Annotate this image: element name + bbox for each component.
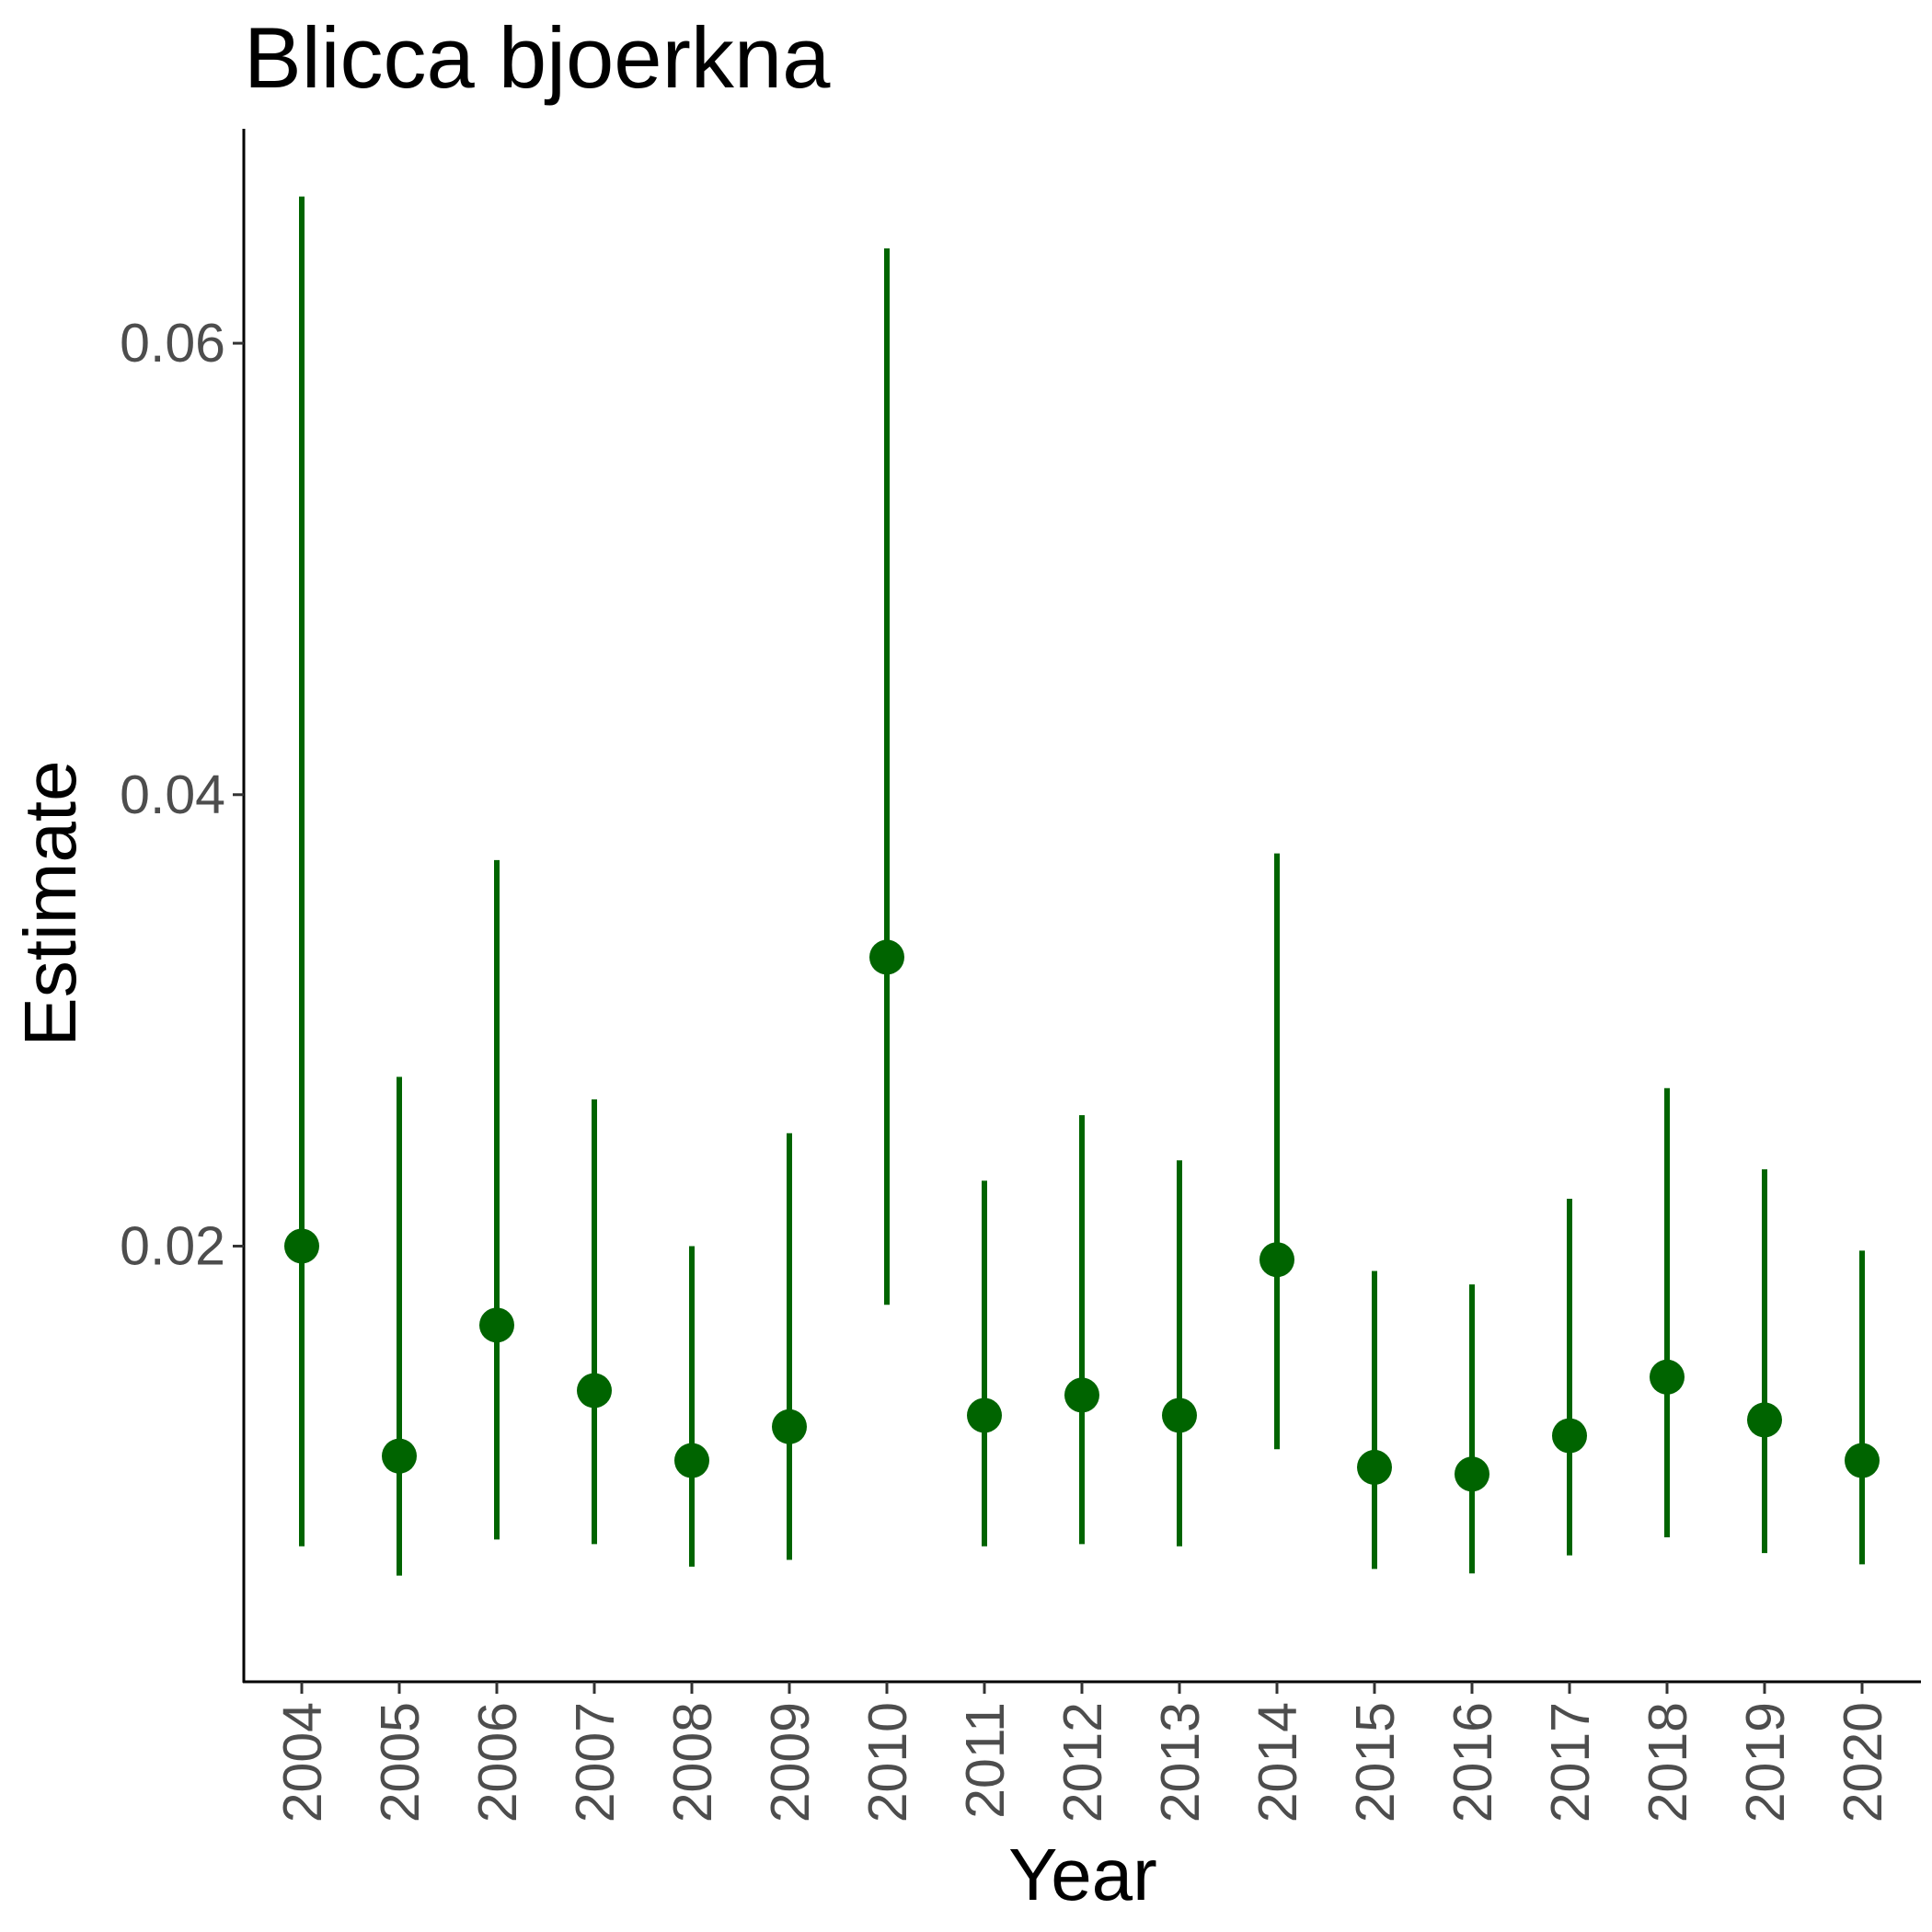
x-tick-label: 2019 [1735,1702,1796,1823]
data-point [1845,1443,1880,1478]
x-tick-label: 2010 [857,1702,918,1823]
data-point [1064,1377,1099,1413]
y-tick-label: 0.02 [120,1215,225,1276]
x-tick-label: 2005 [370,1702,431,1823]
x-tick-label: 2017 [1540,1702,1601,1823]
data-point [1162,1397,1197,1433]
data-point [577,1373,612,1409]
x-tick-label: 2006 [467,1702,528,1823]
data-point [869,939,904,975]
y-axis-title: Estimate [9,760,91,1046]
error-bars [299,196,1865,1576]
x-tick-label: 2007 [565,1702,626,1823]
x-axis-ticks: 2004 2005 2006 2007 2008 2009 2010 2011 2012 2013… [272,1682,1893,1823]
data-point [1259,1242,1294,1278]
chart-title: Blicca bjoerkna [244,9,831,106]
data-point [382,1438,417,1474]
x-tick-label: 2016 [1443,1702,1503,1823]
x-tick-label: 2004 [272,1702,333,1823]
x-tick-label: 2008 [662,1702,723,1823]
x-tick-label: 2018 [1638,1702,1698,1823]
x-tick-label: 2012 [1052,1702,1113,1823]
data-point [967,1397,1002,1433]
data-point [479,1307,514,1343]
x-tick-label: 2013 [1150,1702,1211,1823]
data-points [284,939,1880,1492]
data-point [1357,1449,1392,1485]
data-point [1552,1418,1587,1454]
data-point [772,1409,807,1444]
data-point [674,1443,709,1478]
data-point [1747,1402,1782,1438]
x-tick-label: 2009 [760,1702,821,1823]
x-tick-label: 2020 [1833,1702,1893,1823]
x-tick-label: 2015 [1345,1702,1406,1823]
x-axis-title: Year [1008,1834,1157,1915]
x-tick-label: 2014 [1248,1702,1308,1823]
data-point [1650,1359,1685,1395]
data-point [1455,1456,1489,1492]
y-axis-ticks: 0.02 0.04 0.06 [120,313,244,1276]
y-tick-label: 0.04 [120,765,225,825]
y-tick-label: 0.06 [120,313,225,374]
x-tick-label: 2011 [955,1702,1016,1819]
data-point [284,1228,319,1264]
